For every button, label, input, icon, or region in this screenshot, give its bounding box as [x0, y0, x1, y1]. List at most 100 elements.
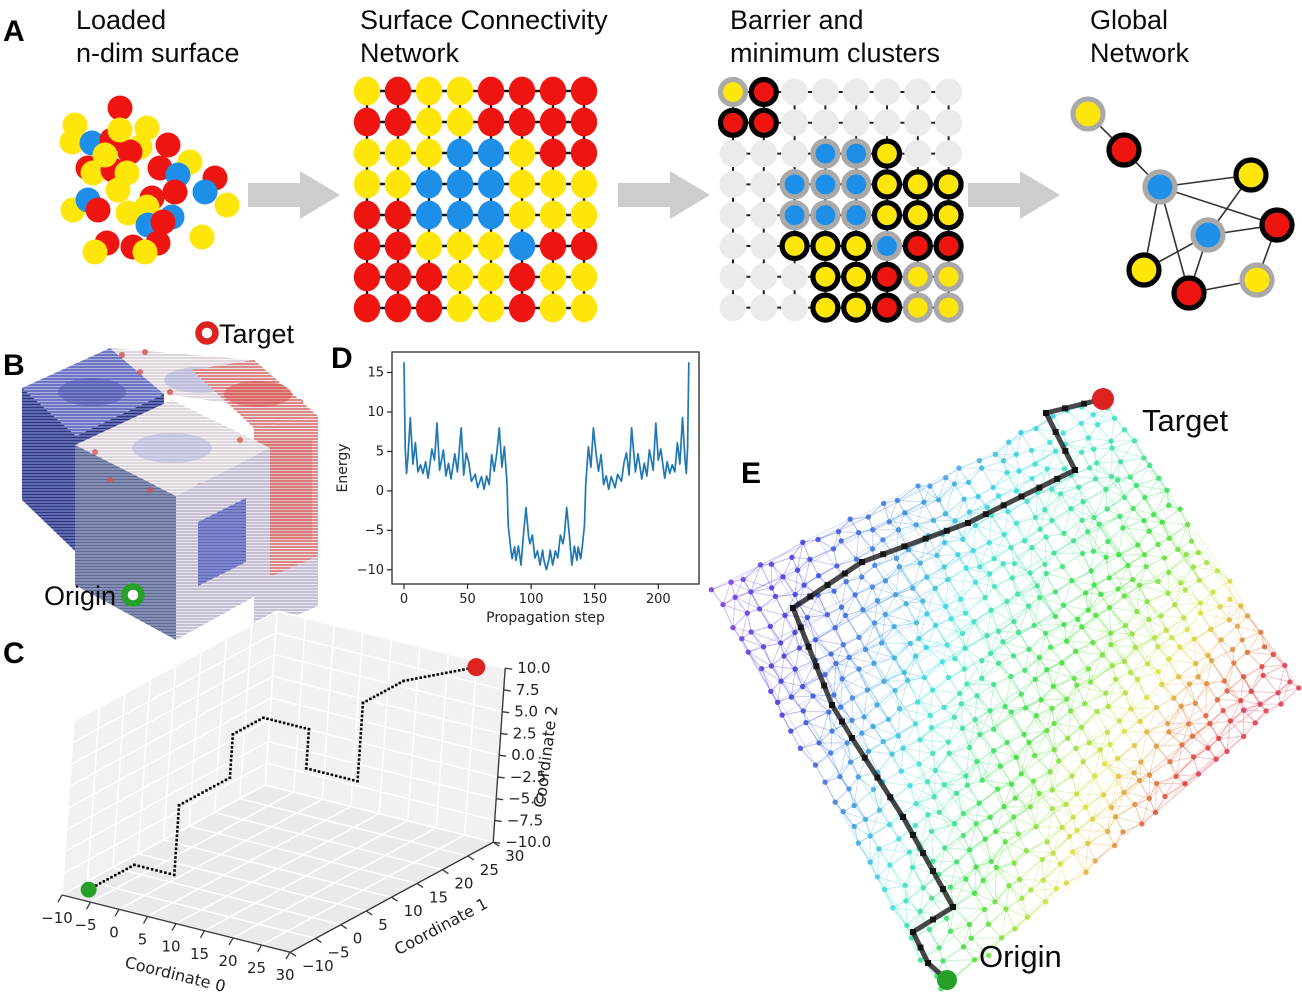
grid-node-inactive	[873, 78, 901, 106]
grid-node-inactive	[719, 294, 747, 322]
grid-node-inactive	[781, 263, 809, 291]
lattice-nodes	[708, 396, 1302, 992]
arrow-right-icon	[618, 171, 710, 219]
arrow-right-icon	[968, 171, 1060, 219]
svg-text:0: 0	[400, 592, 408, 607]
grid-node	[477, 169, 505, 199]
grid-node	[384, 138, 412, 168]
grid-node	[539, 76, 567, 106]
grid-node	[415, 262, 443, 292]
grid-node	[477, 107, 505, 137]
grid-node-inactive	[750, 140, 778, 168]
cluster-node	[902, 200, 933, 231]
front-cube-left	[75, 445, 176, 640]
grid-node-inactive	[750, 294, 778, 322]
grid-node	[477, 293, 505, 323]
grid-node-inactive	[811, 109, 839, 137]
grid-node	[508, 262, 536, 292]
network-node	[1106, 132, 1142, 168]
grid-node-inactive	[935, 109, 963, 137]
cluster-node	[717, 76, 749, 108]
cluster-node	[871, 200, 903, 231]
scatter-node	[192, 179, 218, 205]
grid-node	[570, 293, 598, 323]
panel-a	[59, 76, 1295, 323]
svg-text:25: 25	[247, 959, 266, 977]
grid-node	[415, 107, 443, 137]
cluster-node	[902, 169, 933, 200]
svg-text:15: 15	[190, 945, 209, 963]
svg-text:10.0: 10.0	[517, 659, 550, 677]
grid-node	[570, 262, 598, 292]
cluster-node	[902, 292, 933, 323]
grid-node	[353, 293, 381, 323]
grid-node	[570, 107, 598, 137]
scatter-node	[150, 209, 176, 235]
origin-label-b: Origin	[44, 581, 117, 611]
grid-node-inactive	[904, 109, 932, 137]
axis-label-propagation-step: Propagation step	[486, 610, 605, 626]
grid-node	[539, 231, 567, 261]
panel-label-e: E	[741, 457, 762, 490]
grid-node	[384, 262, 412, 292]
target-marker-c	[467, 658, 486, 677]
grid-node-inactive	[750, 170, 778, 198]
cluster-node	[810, 200, 841, 231]
connectivity-grid	[353, 76, 598, 323]
grid-node	[508, 169, 536, 199]
cluster-node	[841, 200, 872, 231]
svg-text:−5: −5	[327, 943, 349, 961]
lattice-edges	[711, 398, 1300, 990]
origin-label-e: Origin	[979, 939, 1062, 974]
grid-node	[384, 76, 412, 106]
grid-node	[415, 293, 443, 323]
svg-text:−10.0: −10.0	[505, 833, 551, 851]
cluster-node	[841, 261, 872, 292]
red-block-top	[192, 360, 318, 428]
cluster-node	[933, 261, 964, 292]
grid-node	[539, 107, 567, 137]
grid-node	[570, 200, 598, 230]
grid-node-inactive	[719, 140, 747, 168]
grid-node	[446, 200, 474, 230]
network-node	[1126, 252, 1162, 288]
origin-marker-e	[937, 970, 957, 990]
svg-text:50: 50	[459, 592, 476, 607]
cluster-node	[810, 261, 841, 292]
svg-text:10: 10	[161, 938, 180, 956]
grid-node	[446, 262, 474, 292]
scatter-node	[134, 115, 160, 141]
svg-text:15: 15	[367, 366, 384, 381]
origin-marker-b	[121, 583, 145, 607]
scatter-node	[115, 200, 141, 226]
scatter-node	[214, 192, 240, 218]
cluster-node	[871, 230, 903, 262]
cluster-node	[841, 169, 872, 200]
cluster-node	[871, 292, 903, 323]
origin-marker-c	[80, 881, 97, 898]
arrow-right-icon	[248, 171, 340, 219]
grid-node-inactive	[904, 140, 932, 168]
grid-node	[384, 107, 412, 137]
panel-label-b: B	[3, 349, 25, 382]
clusters-grid	[717, 76, 964, 323]
svg-text:25: 25	[480, 861, 499, 879]
grid-node	[570, 169, 598, 199]
grid-node-inactive	[750, 201, 778, 229]
grid-node	[570, 231, 598, 261]
cluster-node	[748, 107, 779, 138]
grid-node	[446, 169, 474, 199]
svg-text:0.0: 0.0	[511, 746, 535, 764]
svg-text:−10: −10	[41, 909, 73, 927]
grid-node-inactive	[781, 78, 809, 106]
network-node	[1239, 262, 1275, 298]
network-node	[1070, 96, 1106, 132]
scatter-node	[82, 239, 108, 265]
network-node	[1142, 169, 1178, 205]
cluster-node	[933, 200, 964, 231]
step-title-barrier-clusters: Barrier and minimum clusters	[730, 5, 941, 68]
panel-label-a: A	[3, 15, 25, 48]
svg-text:5.0: 5.0	[514, 703, 538, 721]
grid-node-inactive	[781, 109, 809, 137]
